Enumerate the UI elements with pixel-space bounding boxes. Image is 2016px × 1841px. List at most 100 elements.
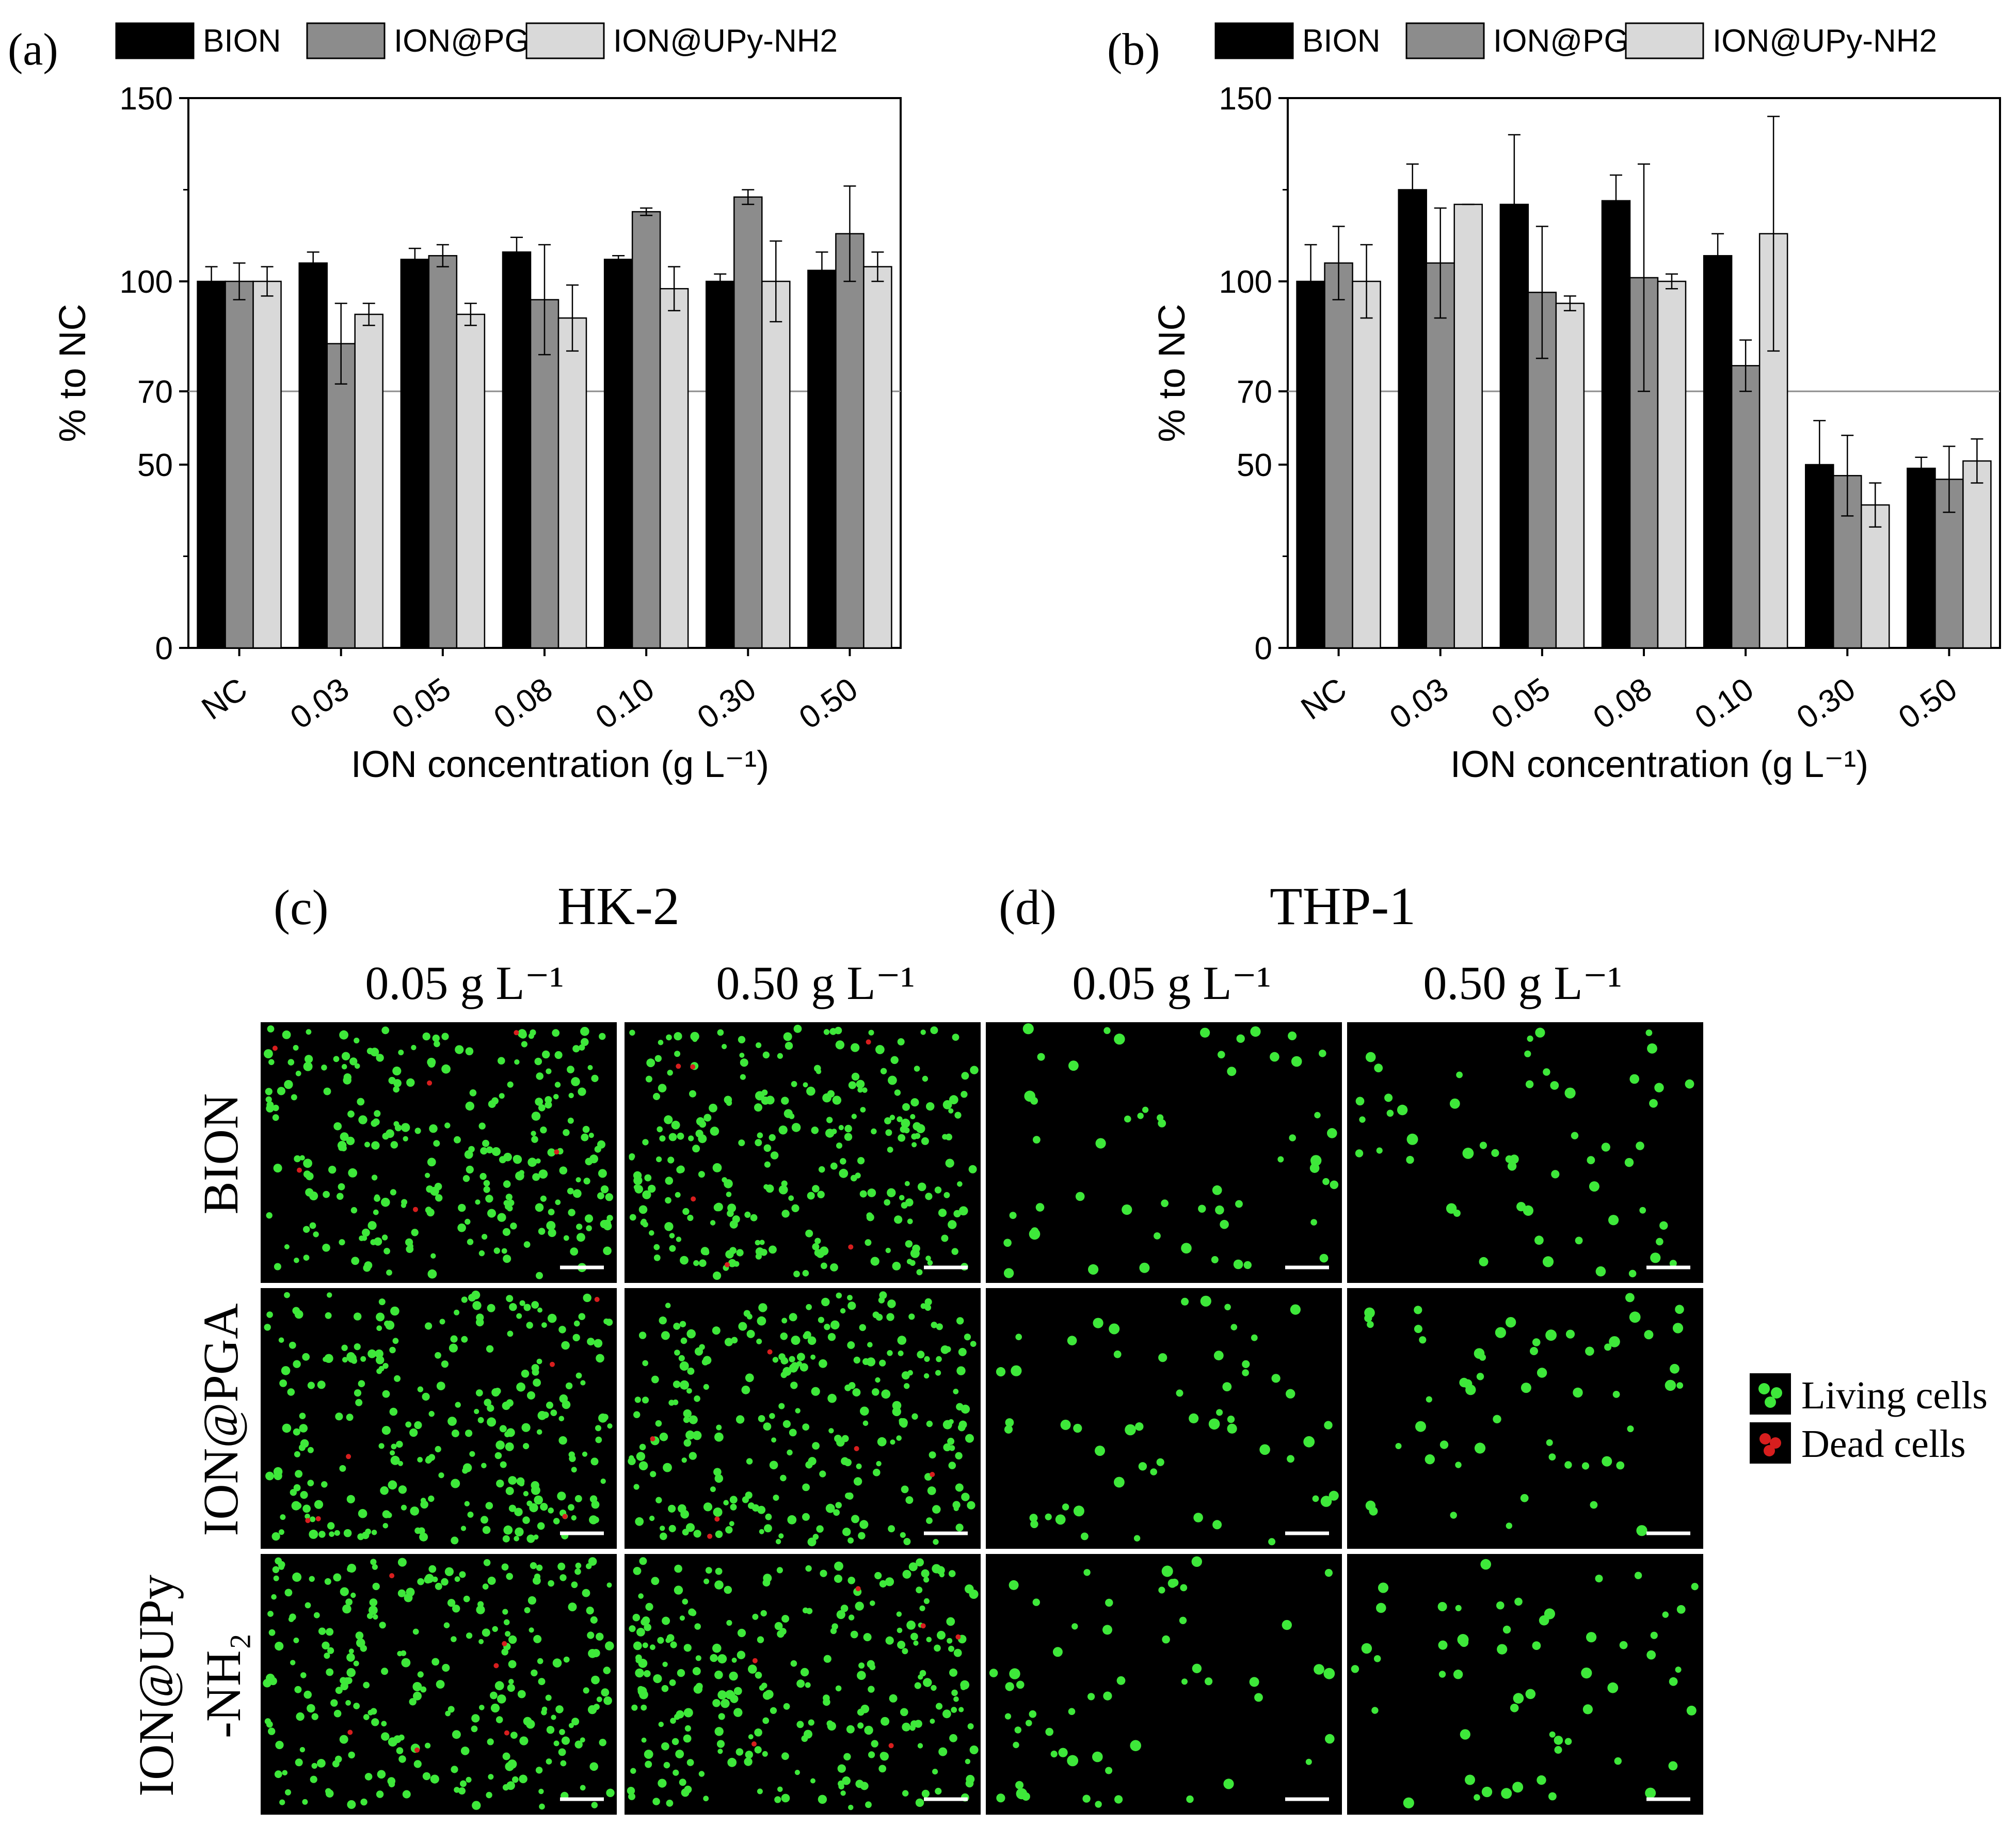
bar: [863, 266, 892, 649]
living-cell: [730, 1503, 737, 1511]
living-cell: [1324, 1421, 1333, 1430]
living-cell: [703, 1502, 713, 1512]
living-cell: [916, 1558, 924, 1567]
bar: [1805, 464, 1834, 649]
living-cell: [826, 1117, 833, 1123]
living-cell: [1543, 1068, 1550, 1076]
living-cell: [756, 1338, 762, 1344]
living-cell: [746, 1313, 753, 1320]
living-cell: [758, 1303, 767, 1312]
living-cell: [1009, 1580, 1019, 1590]
living-cell: [545, 1694, 552, 1701]
living-cell: [580, 1785, 586, 1791]
living-cell: [703, 1249, 710, 1256]
living-cell: [958, 1420, 967, 1429]
living-cell: [266, 1212, 273, 1219]
living-cell: [901, 1118, 910, 1128]
living-cell: [1450, 1512, 1457, 1519]
living-cell: [692, 1431, 702, 1440]
living-cell: [735, 1415, 745, 1424]
living-cell: [1067, 1755, 1079, 1767]
living-cell: [776, 1567, 783, 1574]
living-cell: [796, 1679, 805, 1688]
living-cell: [634, 1185, 643, 1194]
living-cell: [872, 1388, 879, 1396]
living-cell: [1604, 1343, 1612, 1351]
living-cell: [290, 1660, 296, 1665]
living-cell: [501, 1248, 507, 1254]
living-cell: [346, 1653, 355, 1662]
living-cell: [341, 1064, 347, 1070]
living-cell: [683, 1409, 692, 1418]
living-cell: [923, 1598, 930, 1604]
living-cell: [471, 1714, 480, 1723]
living-cell: [466, 1165, 474, 1174]
y-tick-label: 100: [1219, 264, 1272, 300]
living-cell: [571, 1077, 580, 1086]
dead-cell: [888, 1743, 894, 1749]
living-cell: [942, 1709, 951, 1719]
living-cell: [413, 1691, 422, 1701]
micrograph-grid: [261, 1022, 1703, 1815]
living-cell: [818, 1316, 824, 1323]
living-cell: [816, 1525, 824, 1533]
living-cell: [844, 1458, 852, 1467]
living-cell: [333, 1122, 342, 1131]
living-cell: [1212, 1185, 1222, 1195]
living-cell: [920, 1029, 926, 1035]
living-cell: [699, 1120, 707, 1128]
living-cell: [914, 1682, 921, 1689]
living-cell: [535, 1098, 543, 1106]
living-cell: [641, 1737, 647, 1743]
living-cell: [581, 1038, 589, 1046]
living-cell: [1438, 1671, 1446, 1678]
living-cell: [386, 1269, 392, 1276]
living-cell: [534, 1057, 542, 1066]
living-cell: [655, 1497, 662, 1503]
living-cell: [834, 1561, 843, 1571]
living-cell: [1189, 1413, 1199, 1423]
living-cell: [1493, 1415, 1501, 1423]
living-cell: [637, 1686, 644, 1693]
living-cell: [317, 1380, 326, 1389]
x-tick-label: 0.05: [1485, 671, 1556, 736]
living-cell: [436, 1680, 445, 1689]
living-cell: [558, 1436, 567, 1445]
living-cell: [764, 1161, 771, 1168]
living-cell: [762, 1691, 772, 1700]
living-cell: [1686, 1705, 1697, 1716]
living-cell: [292, 1572, 302, 1582]
living-cell: [856, 1080, 865, 1089]
living-cell: [1156, 1458, 1164, 1466]
living-cell: [354, 1063, 360, 1069]
living-cell: [526, 1322, 533, 1329]
living-cell: [913, 1640, 919, 1646]
living-cell: [712, 1326, 721, 1335]
living-cell: [605, 1193, 614, 1201]
living-cell: [530, 1562, 537, 1569]
living-cell: [726, 1620, 732, 1626]
dead-cell: [389, 1573, 395, 1579]
y-tick-label: 100: [120, 264, 173, 300]
living-cell: [284, 1244, 290, 1249]
living-cell: [1523, 1205, 1533, 1216]
living-cell: [955, 1523, 964, 1532]
living-cell: [736, 1249, 744, 1257]
living-cell: [299, 1413, 306, 1419]
dead-cell: [920, 1623, 926, 1629]
living-cell: [1386, 1109, 1394, 1117]
living-cell: [397, 1558, 407, 1567]
dead-cell: [930, 1472, 935, 1477]
living-cell: [957, 1181, 963, 1187]
living-cell: [686, 1759, 694, 1766]
living-cell: [781, 1615, 790, 1623]
living-cell: [855, 1601, 864, 1611]
living-cell: [1446, 1203, 1457, 1214]
living-cell: [1004, 1425, 1013, 1434]
living-cell: [606, 1582, 612, 1588]
living-cell: [1495, 1327, 1506, 1338]
living-cell: [829, 1028, 837, 1035]
living-cell: [675, 1192, 681, 1198]
living-cell: [310, 1775, 317, 1783]
living-cell: [275, 1642, 284, 1651]
